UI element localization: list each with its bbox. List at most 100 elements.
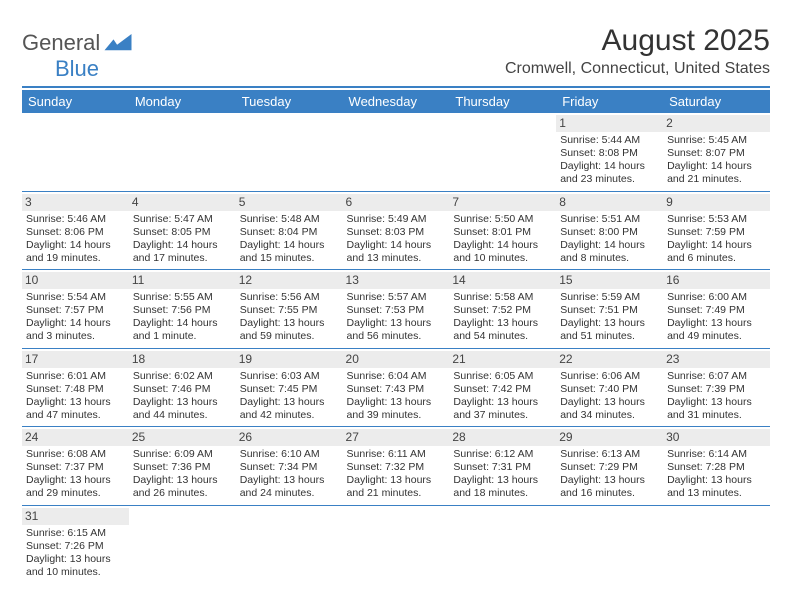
sunrise-text: Sunrise: 6:11 AM: [347, 448, 446, 461]
calendar-table: Sunday Monday Tuesday Wednesday Thursday…: [22, 90, 770, 583]
sunrise-text: Sunrise: 6:13 AM: [560, 448, 659, 461]
day-number: 27: [343, 429, 450, 446]
sunrise-text: Sunrise: 6:09 AM: [133, 448, 232, 461]
sunset-text: Sunset: 7:40 PM: [560, 383, 659, 396]
daylight-text: Daylight: 14 hours and 3 minutes.: [26, 317, 125, 343]
sunset-text: Sunset: 7:28 PM: [667, 461, 766, 474]
sunrise-text: Sunrise: 5:56 AM: [240, 291, 339, 304]
daylight-text: Daylight: 13 hours and 34 minutes.: [560, 396, 659, 422]
daylight-text: Daylight: 13 hours and 18 minutes.: [453, 474, 552, 500]
sunrise-text: Sunrise: 6:12 AM: [453, 448, 552, 461]
daylight-text: Daylight: 14 hours and 8 minutes.: [560, 239, 659, 265]
sunrise-text: Sunrise: 6:05 AM: [453, 370, 552, 383]
daylight-text: Daylight: 14 hours and 6 minutes.: [667, 239, 766, 265]
daylight-text: Daylight: 13 hours and 47 minutes.: [26, 396, 125, 422]
calendar-week-row: 1Sunrise: 5:44 AMSunset: 8:08 PMDaylight…: [22, 113, 770, 191]
dow-saturday: Saturday: [663, 90, 770, 113]
daylight-text: Daylight: 13 hours and 13 minutes.: [667, 474, 766, 500]
calendar-cell: 21Sunrise: 6:05 AMSunset: 7:42 PMDayligh…: [449, 348, 556, 427]
day-number: 22: [556, 351, 663, 368]
calendar-week-row: 3Sunrise: 5:46 AMSunset: 8:06 PMDaylight…: [22, 191, 770, 270]
sunset-text: Sunset: 8:00 PM: [560, 226, 659, 239]
calendar-cell: 17 Sunrise: 6:01 AMSunset: 7:48 PMDayligh…: [22, 348, 129, 427]
daylight-text: Daylight: 14 hours and 15 minutes.: [240, 239, 339, 265]
calendar-cell: 26Sunrise: 6:10 AMSunset: 7:34 PMDayligh…: [236, 427, 343, 506]
sunrise-text: Sunrise: 6:14 AM: [667, 448, 766, 461]
calendar-cell: 31Sunrise: 6:15 AMSunset: 7:26 PMDayligh…: [22, 505, 129, 583]
sunrise-text: Sunrise: 6:02 AM: [133, 370, 232, 383]
sunrise-text: Sunrise: 6:06 AM: [560, 370, 659, 383]
sunset-text: Sunset: 7:31 PM: [453, 461, 552, 474]
sunrise-text: Sunrise: 6:08 AM: [26, 448, 125, 461]
daylight-text: Daylight: 13 hours and 16 minutes.: [560, 474, 659, 500]
day-number: 17: [22, 351, 129, 368]
sunset-text: Sunset: 7:55 PM: [240, 304, 339, 317]
day-number: 13: [343, 272, 450, 289]
calendar-cell: 19Sunrise: 6:03 AMSunset: 7:45 PMDayligh…: [236, 348, 343, 427]
calendar-cell-empty: [663, 505, 770, 583]
sunrise-text: Sunrise: 5:48 AM: [240, 213, 339, 226]
day-number: 21: [449, 351, 556, 368]
daylight-text: Daylight: 14 hours and 1 minute.: [133, 317, 232, 343]
daylight-text: Daylight: 14 hours and 21 minutes.: [667, 160, 766, 186]
day-number: 18: [129, 351, 236, 368]
sunrise-text: Sunrise: 5:53 AM: [667, 213, 766, 226]
calendar-cell: 1Sunrise: 5:44 AMSunset: 8:08 PMDaylight…: [556, 113, 663, 191]
daylight-text: Daylight: 13 hours and 29 minutes.: [26, 474, 125, 500]
calendar-cell: 28 Sunrise: 6:12 AMSunset: 7:31 PMDayligh…: [449, 427, 556, 506]
calendar-cell: 25Sunrise: 6:09 AMSunset: 7:36 PMDayligh…: [129, 427, 236, 506]
sunset-text: Sunset: 8:07 PM: [667, 147, 766, 160]
month-title: August 2025: [505, 24, 770, 58]
calendar-week-row: 10Sunrise: 5:54 AMSunset: 7:57 PMDayligh…: [22, 270, 770, 349]
day-number: 20: [343, 351, 450, 368]
sunrise-text: Sunrise: 6:04 AM: [347, 370, 446, 383]
dow-friday: Friday: [556, 90, 663, 113]
sunset-text: Sunset: 7:46 PM: [133, 383, 232, 396]
calendar-cell: 3Sunrise: 5:46 AMSunset: 8:06 PMDaylight…: [22, 191, 129, 270]
day-number: 3: [22, 194, 129, 211]
day-number: 4: [129, 194, 236, 211]
daylight-text: Daylight: 13 hours and 24 minutes.: [240, 474, 339, 500]
sunrise-text: Sunrise: 6:07 AM: [667, 370, 766, 383]
sunset-text: Sunset: 7:59 PM: [667, 226, 766, 239]
day-number: 19: [236, 351, 343, 368]
logo: General: [22, 24, 132, 56]
dow-thursday: Thursday: [449, 90, 556, 113]
day-number: 16: [663, 272, 770, 289]
daylight-text: Daylight: 13 hours and 21 minutes.: [347, 474, 446, 500]
sunset-text: Sunset: 8:04 PM: [240, 226, 339, 239]
calendar-cell: 6Sunrise: 5:49 AMSunset: 8:03 PMDaylight…: [343, 191, 450, 270]
sunrise-text: Sunrise: 5:44 AM: [560, 134, 659, 147]
sunrise-text: Sunrise: 5:47 AM: [133, 213, 232, 226]
sunset-text: Sunset: 7:57 PM: [26, 304, 125, 317]
day-number: 29: [556, 429, 663, 446]
calendar-cell-empty: [556, 505, 663, 583]
day-number: 10: [22, 272, 129, 289]
sunrise-text: Sunrise: 6:15 AM: [26, 527, 125, 540]
daylight-text: Daylight: 13 hours and 49 minutes.: [667, 317, 766, 343]
sunset-text: Sunset: 7:48 PM: [26, 383, 125, 396]
daylight-text: Daylight: 13 hours and 39 minutes.: [347, 396, 446, 422]
day-number: 25: [129, 429, 236, 446]
daylight-text: Daylight: 13 hours and 59 minutes.: [240, 317, 339, 343]
dow-tuesday: Tuesday: [236, 90, 343, 113]
day-number: 28: [449, 429, 556, 446]
calendar-cell: 22 Sunrise: 6:06 AMSunset: 7:40 PMDayligh…: [556, 348, 663, 427]
sunrise-text: Sunrise: 5:45 AM: [667, 134, 766, 147]
daylight-text: Daylight: 13 hours and 54 minutes.: [453, 317, 552, 343]
calendar-cell: 16Sunrise: 6:00 AMSunset: 7:49 PMDayligh…: [663, 270, 770, 349]
sunset-text: Sunset: 8:06 PM: [26, 226, 125, 239]
day-number: 26: [236, 429, 343, 446]
sunrise-text: Sunrise: 5:54 AM: [26, 291, 125, 304]
calendar-cell-empty: [343, 113, 450, 191]
day-of-week-header: Sunday Monday Tuesday Wednesday Thursday…: [22, 90, 770, 113]
calendar-cell: 10 Sunrise: 5:54 AMSunset: 7:57 PMDayligh…: [22, 270, 129, 349]
calendar-cell: 12Sunrise: 5:56 AMSunset: 7:55 PMDayligh…: [236, 270, 343, 349]
calendar-cell: 8Sunrise: 5:51 AMSunset: 8:00 PMDaylight…: [556, 191, 663, 270]
calendar-cell: 4Sunrise: 5:47 AMSunset: 8:05 PMDaylight…: [129, 191, 236, 270]
daylight-text: Daylight: 13 hours and 44 minutes.: [133, 396, 232, 422]
daylight-text: Daylight: 13 hours and 10 minutes.: [26, 553, 125, 579]
day-number: 1: [556, 115, 663, 132]
logo-text-general: General: [22, 30, 100, 56]
sunrise-text: Sunrise: 6:01 AM: [26, 370, 125, 383]
